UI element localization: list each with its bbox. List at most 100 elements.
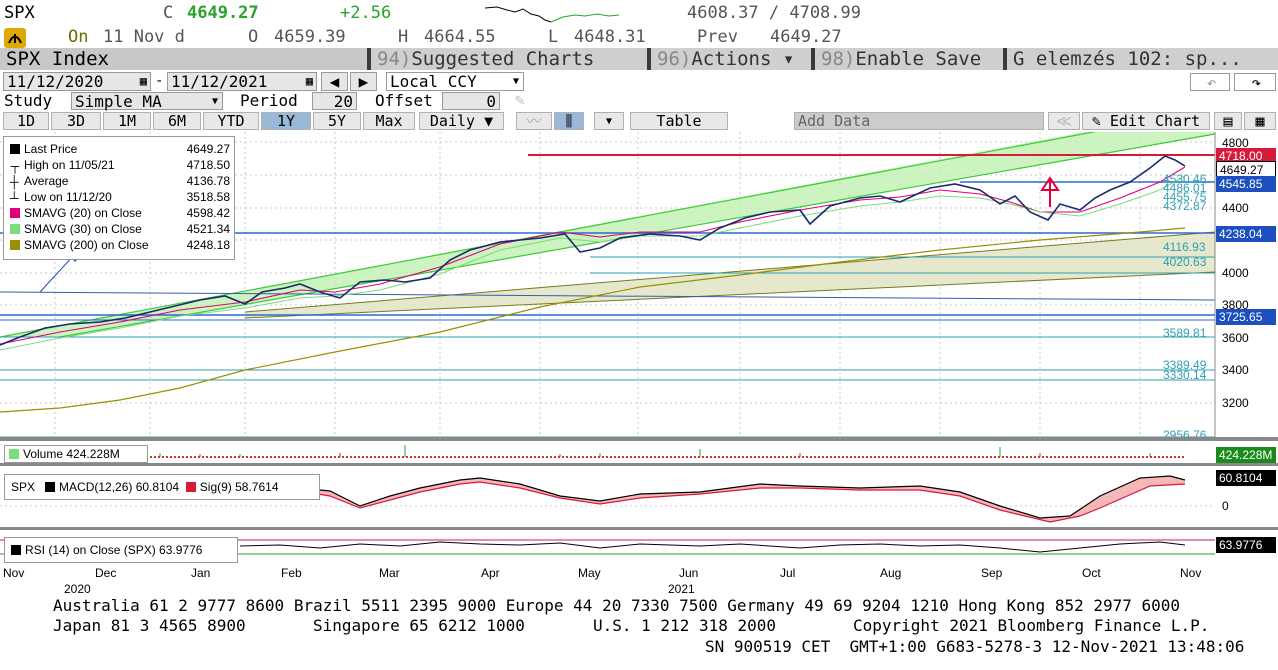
high-value: 4664.55 <box>424 27 496 47</box>
range-3d-button[interactable]: 3D <box>51 112 101 130</box>
open-value: 4659.39 <box>274 27 346 47</box>
year-label: 2021 <box>668 582 695 596</box>
grid-icon[interactable]: ▦ <box>1244 112 1276 130</box>
rsi-tag: 63.9776 <box>1216 537 1276 553</box>
month-label: Aug <box>880 566 902 580</box>
price-chart[interactable] <box>0 132 1278 437</box>
high-label: H <box>398 27 409 47</box>
level-label: 4530.46 <box>1163 172 1207 186</box>
offset-input[interactable]: 0 <box>442 92 500 110</box>
legend-value: 3518.58 <box>186 190 230 204</box>
tick-4400: 4400 <box>1222 201 1249 215</box>
legend-value: 4598.42 <box>186 206 230 220</box>
trend-arrow <box>39 253 76 293</box>
edit-chart-button[interactable]: ✎ Edit Chart <box>1082 112 1210 130</box>
year-label: 2020 <box>64 582 91 596</box>
next-period-button[interactable]: ▶ <box>350 72 377 91</box>
tick-4800: 4800 <box>1222 136 1249 150</box>
redo-button[interactable]: ↷ <box>1234 73 1276 91</box>
range-1m-button[interactable]: 1M <box>103 112 151 130</box>
swatch <box>11 545 21 555</box>
macd-tag: 60.8104 <box>1216 470 1276 486</box>
panel-divider[interactable] <box>0 463 1278 466</box>
period-label: Period <box>240 91 298 110</box>
range-ytd-button[interactable]: YTD <box>203 112 259 130</box>
range-max-button[interactable]: Max <box>363 112 415 130</box>
save-num: 98) <box>821 48 856 70</box>
settings-icon[interactable]: ▤ <box>1214 112 1242 130</box>
volume-legend[interactable]: Volume 424.228M <box>4 445 148 463</box>
edit-chart-label: Edit Chart <box>1109 112 1201 130</box>
currency-value: Local CCY <box>390 72 477 91</box>
volume-label: Volume 424.228M <box>23 447 120 461</box>
frequency-select[interactable]: Daily ▼ <box>419 112 504 130</box>
range-6m-button[interactable]: 6M <box>153 112 201 130</box>
month-label: Oct <box>1082 566 1101 580</box>
macd-legend[interactable]: SPX MACD(12,26) 60.8104 Sig(9) 58.7614 <box>4 474 320 500</box>
undo-button[interactable]: ↶ <box>1190 73 1230 91</box>
legend-value: 4521.34 <box>186 222 230 236</box>
legend-value: 4649.27 <box>186 142 230 156</box>
arrow-right-icon: ▶ <box>358 72 369 91</box>
lower-channel <box>245 232 1215 318</box>
sparkline <box>485 6 620 23</box>
macd-zero-tick: 0 <box>1222 499 1229 513</box>
period-input[interactable]: 20 <box>312 92 357 110</box>
low-icon: ┴ <box>10 191 19 205</box>
chevron-down-icon[interactable]: ▼ <box>594 112 624 130</box>
legend-low: ┴ Low on 11/12/20 3518.58 <box>10 189 232 205</box>
footer-singapore: Singapore 65 6212 1000 <box>313 616 525 635</box>
panel-divider[interactable] <box>0 527 1278 530</box>
add-data-input[interactable]: Add Data <box>794 112 1044 130</box>
date-from: 11/12/2020 <box>7 72 104 91</box>
legend-value: 4248.18 <box>186 238 230 252</box>
range-1y-button[interactable]: 1Y <box>261 112 311 130</box>
low-value: 4648.31 <box>574 27 646 47</box>
alert-icon[interactable] <box>4 28 26 48</box>
study-label: Study <box>4 91 53 110</box>
study-select[interactable]: Simple MA ▼ <box>71 92 223 110</box>
level-tag: 3725.65 <box>1216 309 1276 325</box>
security-field[interactable]: SPX Index <box>0 48 367 70</box>
range-5y-button[interactable]: 5Y <box>313 112 361 130</box>
rsi-legend[interactable]: RSI (14) on Close (SPX) 63.9776 <box>4 537 238 563</box>
footer-session: SN 900519 CET GMT+1:00 G683-5278-3 12-No… <box>705 637 1245 656</box>
suggested-charts-button[interactable]: 94)Suggested Charts <box>371 48 647 70</box>
level-label: 4372.87 <box>1163 199 1207 213</box>
calendar-icon[interactable]: ▦ <box>139 74 147 88</box>
legend-sma30: SMAVG (30) on Close 4521.34 <box>10 221 232 237</box>
month-label: Jul <box>780 566 796 580</box>
table-button[interactable]: Table <box>630 112 728 130</box>
swatch <box>45 482 56 492</box>
month-label: Sep <box>981 566 1003 580</box>
range-1d-button[interactable]: 1D <box>3 112 49 130</box>
prev-period-button[interactable]: ◀ <box>321 72 348 91</box>
footer-us: U.S. 1 212 318 2000 <box>593 616 777 635</box>
legend-label: SMAVG (20) on Close <box>24 206 142 220</box>
quote-date: 11 Nov d <box>103 27 185 47</box>
swatch <box>10 208 20 218</box>
macd-ticker: SPX <box>11 480 36 494</box>
actions-label: Actions ▾ <box>691 48 795 70</box>
tick-3400: 3400 <box>1222 363 1249 377</box>
pencil-icon: ✎ <box>1091 112 1110 130</box>
date-from-field[interactable]: 11/12/2020 ▦ <box>3 72 151 91</box>
calendar-icon[interactable]: ▦ <box>305 74 313 88</box>
currency-select[interactable]: Local CCY ▼ <box>386 72 524 91</box>
date-to-field[interactable]: 11/12/2021 ▦ <box>167 72 317 91</box>
legend-label: Last Price <box>24 142 78 156</box>
chart-legend[interactable]: Last Price 4649.27 ┬ High on 11/05/21 4718.… <box>3 136 235 260</box>
panel-divider[interactable] <box>0 437 1278 441</box>
enable-save-button[interactable]: 98)Enable Save <box>815 48 1003 70</box>
close-label: C <box>163 3 174 23</box>
collapse-icon[interactable]: ≪ <box>1048 112 1080 130</box>
candle-chart-icon[interactable]: ⫼ <box>554 112 584 130</box>
swatch <box>10 240 20 250</box>
month-label: Apr <box>481 566 500 580</box>
chart-title-tab[interactable]: G elemzés 102: sp... <box>1007 48 1278 70</box>
pencil-icon[interactable]: ✎ <box>515 90 525 109</box>
line-chart-icon[interactable]: 〰 <box>516 112 552 130</box>
low-label: L <box>548 27 559 47</box>
actions-menu[interactable]: 96)Actions ▾ <box>651 48 811 70</box>
level-label: 3589.81 <box>1163 326 1207 340</box>
